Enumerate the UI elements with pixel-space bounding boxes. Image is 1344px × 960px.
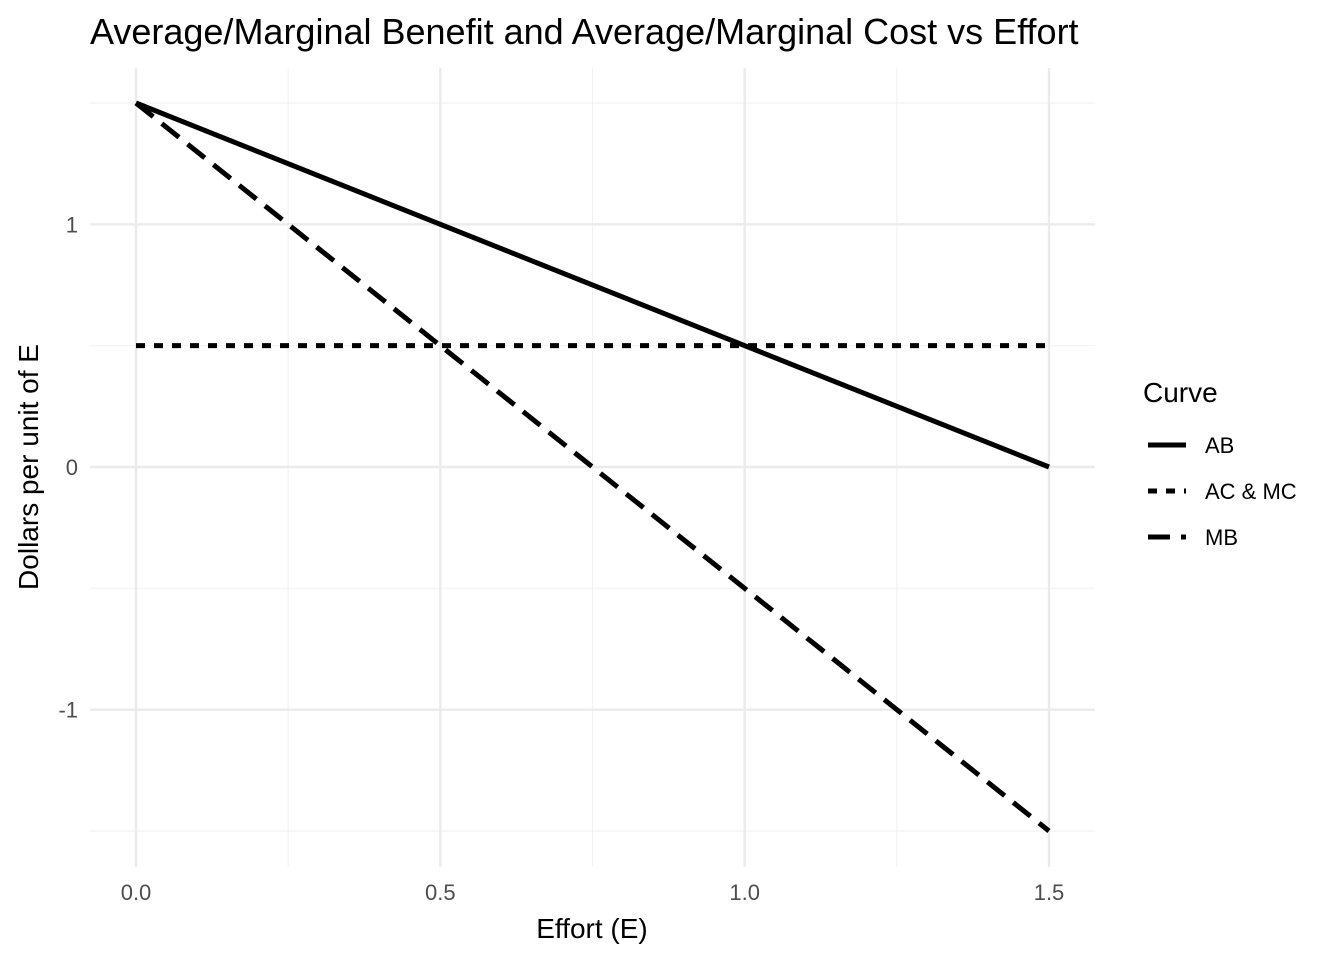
- x-tick-label: 0.5: [425, 880, 456, 905]
- series-line-ab: [135, 100, 1050, 470]
- x-axis-ticks: 0.0 0.5 1.0 1.5: [121, 880, 1065, 905]
- legend-title: Curve: [1143, 377, 1218, 408]
- x-axis-title: Effort (E): [536, 913, 648, 944]
- x-tick-label: 1.0: [729, 880, 760, 905]
- legend-items: AB AC & MC MB: [1148, 433, 1297, 550]
- chart-title: Average/Marginal Benefit and Average/Mar…: [90, 11, 1079, 52]
- legend: Curve AB AC & MC MB: [1143, 377, 1297, 550]
- x-tick-label: 1.5: [1034, 880, 1065, 905]
- y-tick-label: 0: [66, 455, 78, 480]
- series-line-mb: [134, 101, 1051, 833]
- y-tick-label: 1: [66, 212, 78, 237]
- y-axis-ticks: -1 0 1: [58, 212, 78, 722]
- x-tick-label: 0.0: [121, 880, 152, 905]
- legend-label: AB: [1205, 433, 1234, 458]
- legend-label: AC & MC: [1205, 479, 1297, 504]
- legend-label: MB: [1205, 525, 1238, 550]
- y-axis-title: Dollars per unit of E: [13, 344, 44, 590]
- series-layer: [134, 100, 1051, 833]
- y-tick-label: -1: [58, 698, 78, 723]
